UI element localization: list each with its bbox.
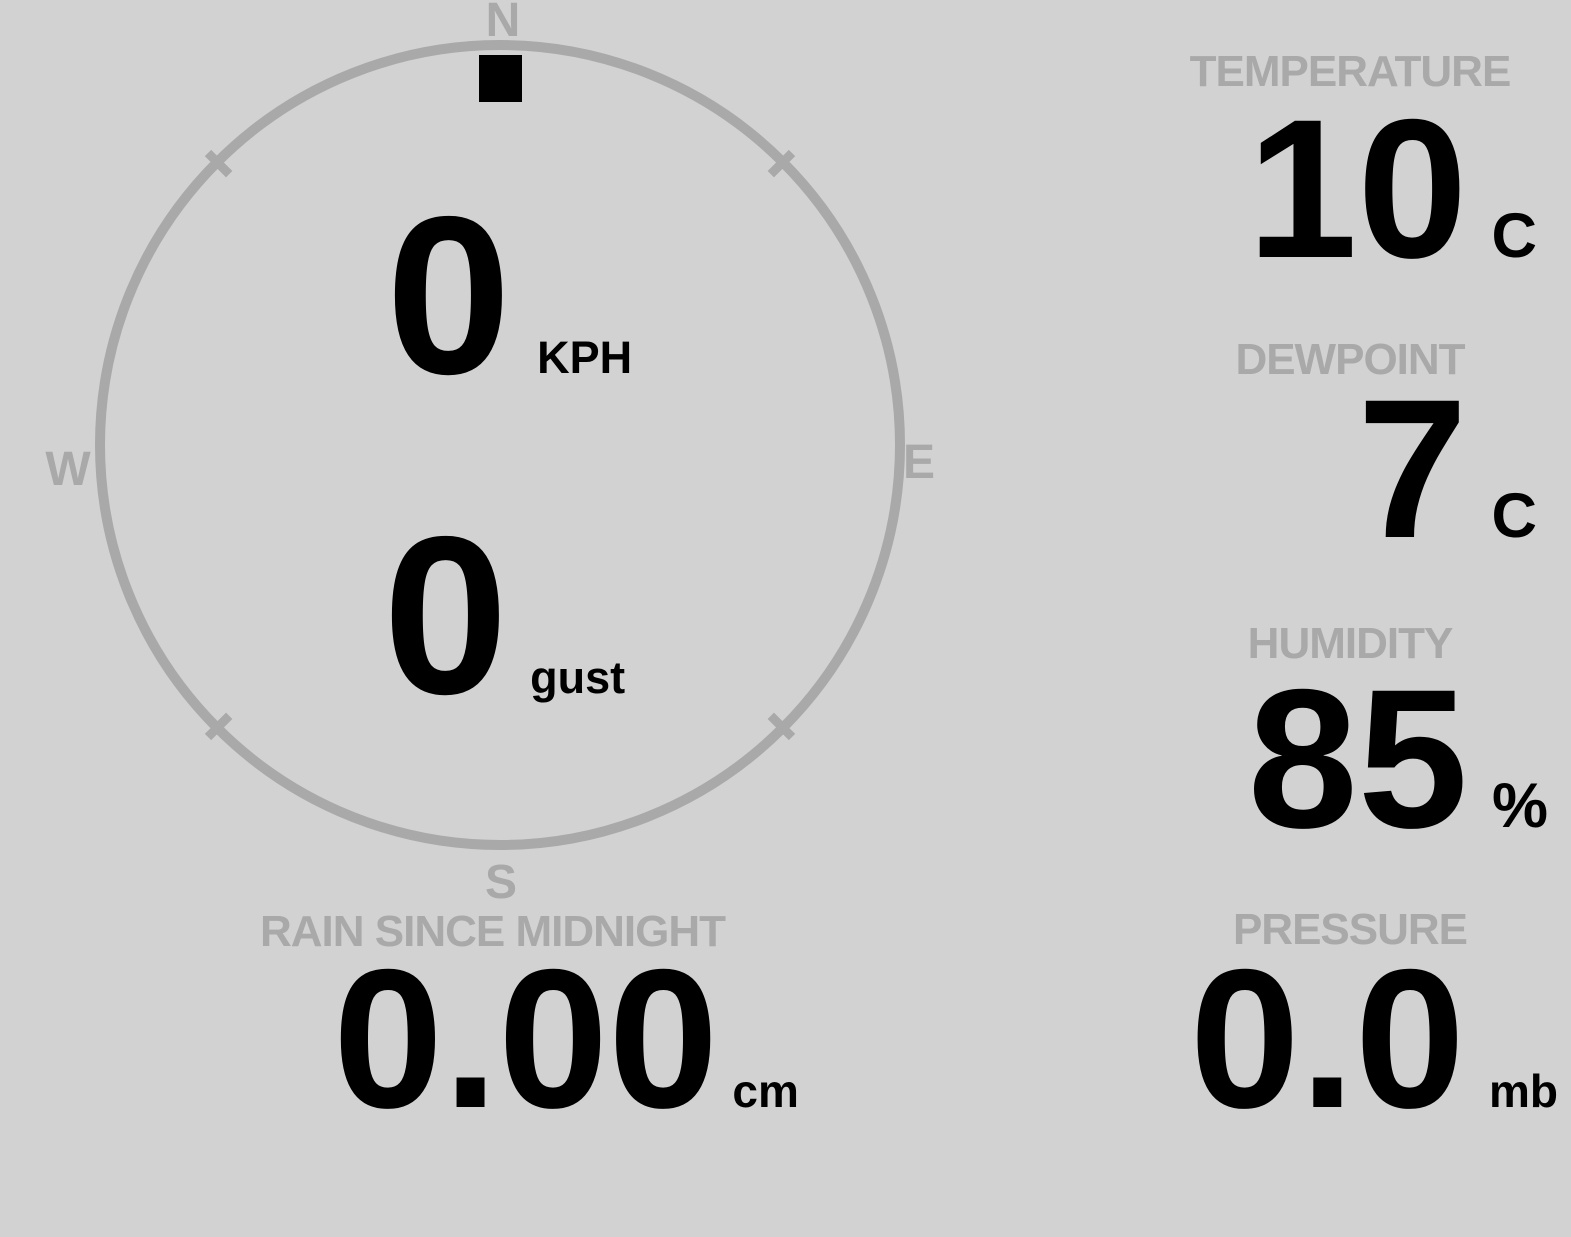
compass-ring xyxy=(95,40,905,850)
temperature-reading: 10 C xyxy=(1247,90,1537,288)
humidity-unit: % xyxy=(1491,771,1548,841)
dewpoint-label: DEWPOINT xyxy=(1235,335,1465,384)
wind-speed-value: 0 xyxy=(386,169,512,421)
pressure-value: 0.0 xyxy=(1189,928,1465,1149)
temperature-label: TEMPERATURE xyxy=(1189,47,1512,96)
wind-speed-unit: KPH xyxy=(537,332,633,383)
wind-gust-unit: gust xyxy=(530,652,626,703)
wind-gust-value: 0 xyxy=(383,489,509,741)
compass-tick-nw-icon xyxy=(204,149,233,178)
temperature-value: 10 xyxy=(1247,78,1468,299)
wind-gust-reading: 0 gust xyxy=(383,503,625,728)
rain-reading: 0.00 cm xyxy=(333,940,799,1138)
pressure-label: PRESSURE xyxy=(1232,905,1468,954)
pressure-unit: mb xyxy=(1489,1065,1558,1117)
wind-direction-marker-icon xyxy=(479,55,522,102)
compass-north-label: N xyxy=(485,0,521,47)
compass-tick-ne-icon xyxy=(767,149,796,178)
humidity-reading: 85 % xyxy=(1248,660,1548,858)
dewpoint-reading: 7 C xyxy=(1357,370,1537,568)
dewpoint-value: 7 xyxy=(1357,358,1468,579)
rain-unit: cm xyxy=(732,1065,799,1117)
humidity-value: 85 xyxy=(1247,648,1468,869)
compass-tick-se-icon xyxy=(767,712,796,741)
wind-speed-reading: 0 KPH xyxy=(386,183,632,408)
compass-east-label: E xyxy=(902,436,936,489)
compass-west-label: W xyxy=(45,443,91,496)
temperature-unit: C xyxy=(1491,201,1538,271)
humidity-label: HUMIDITY xyxy=(1247,619,1454,668)
rain-label: RAIN SINCE MIDNIGHT xyxy=(260,907,726,956)
dewpoint-unit: C xyxy=(1491,481,1538,551)
pressure-reading: 0.0 mb xyxy=(1190,940,1558,1138)
compass-tick-sw-icon xyxy=(204,712,233,741)
compass-south-label: S xyxy=(484,856,518,909)
rain-value: 0.00 xyxy=(333,928,719,1149)
